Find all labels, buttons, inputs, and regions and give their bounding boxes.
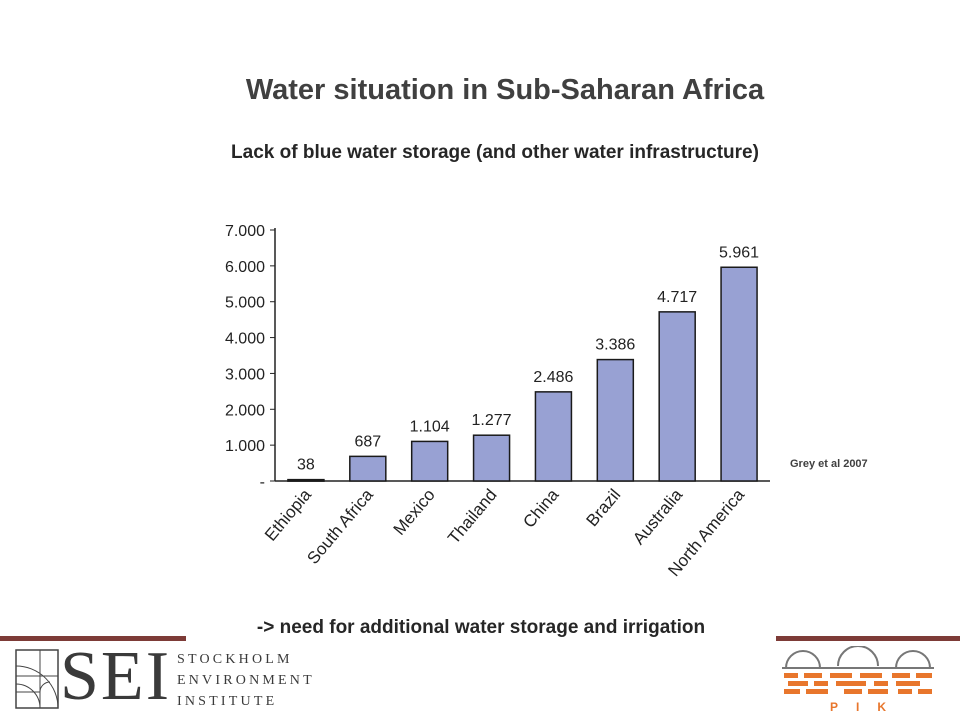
x-category-label: Australia <box>629 485 686 548</box>
bar-value-label: 3.386 <box>595 337 635 354</box>
sei-logo-letters: SEI <box>60 638 171 715</box>
x-category-label: Mexico <box>390 485 439 538</box>
bar-value-label: 5.961 <box>719 244 759 261</box>
pik-building-icon <box>782 646 934 694</box>
sei-logo-line2: ENVIRONMENT <box>177 673 315 688</box>
y-tick-label: 7.000 <box>225 223 265 240</box>
sei-emblem-icon <box>15 649 59 709</box>
bar <box>287 478 325 482</box>
bar-value-label: 2.486 <box>533 369 573 386</box>
source-citation: Grey et al 2007 <box>790 458 868 470</box>
y-tick-label: 3.000 <box>225 366 265 383</box>
slide-title: Water situation in Sub-Saharan Africa <box>245 74 765 106</box>
bar <box>472 434 511 482</box>
y-tick-label: 2.000 <box>225 402 265 419</box>
sei-logo-line1: STOCKHOLM <box>177 652 293 667</box>
y-tick-label: 6.000 <box>225 259 265 276</box>
y-tick-label: 4.000 <box>225 331 265 348</box>
x-category-label: Ethiopia <box>261 485 315 545</box>
bar <box>658 311 696 482</box>
slide-subtitle: Lack of blue water storage (and other wa… <box>231 142 759 163</box>
divider-left <box>0 636 186 641</box>
bar-chart: - 1.000 2.000 3.000 4.000 5.000 6.000 7.000 38 Et… <box>225 223 770 580</box>
pik-logo-text: PIK <box>830 700 905 714</box>
y-tick-label: 5.000 <box>225 295 265 312</box>
divider-right <box>776 636 960 641</box>
x-category-label: Thailand <box>444 485 500 547</box>
conclusion-text: -> need for additional water storage and… <box>256 617 706 638</box>
bar <box>720 266 758 482</box>
bar <box>349 455 387 482</box>
bar-value-label: 1.277 <box>472 412 512 429</box>
y-tick-label: 1.000 <box>225 438 265 455</box>
bar <box>410 440 449 482</box>
sei-logo-line3: INSTITUTE <box>177 694 278 709</box>
bar <box>534 391 573 482</box>
bar-value-label: 4.717 <box>657 289 697 306</box>
bar-value-label: 687 <box>354 433 381 450</box>
x-category-label: China <box>519 485 562 532</box>
bar-value-label: 38 <box>297 457 315 474</box>
x-category-label: Brazil <box>582 485 624 530</box>
bar <box>596 358 635 482</box>
y-tick-label: - <box>260 474 265 491</box>
bar-value-label: 1.104 <box>410 418 450 435</box>
